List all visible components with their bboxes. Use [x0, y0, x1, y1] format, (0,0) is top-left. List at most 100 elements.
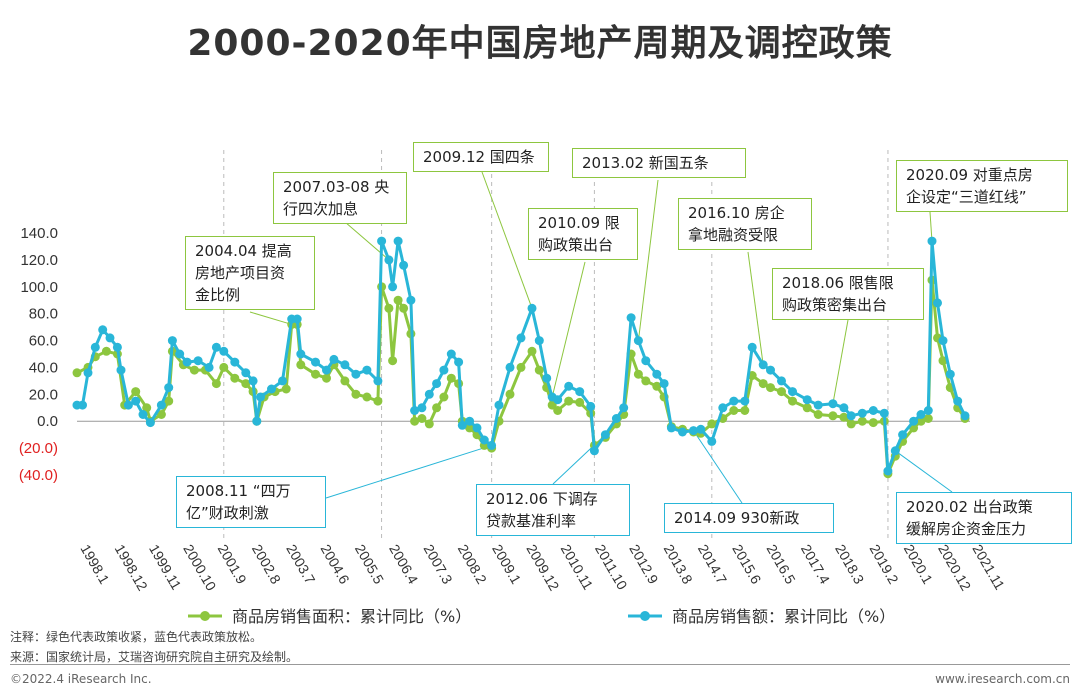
data-point [432, 403, 442, 413]
data-point [883, 466, 893, 476]
callout-leader [929, 211, 933, 242]
data-point [322, 373, 331, 383]
data-point [802, 403, 812, 413]
legend-item-amount: 商品房销售额：累计同比（%） [628, 607, 895, 626]
data-point [868, 406, 878, 415]
data-point [846, 419, 856, 429]
data-point [729, 396, 739, 406]
y-tick-label: 60.0 [29, 333, 58, 350]
x-tick-label: 2019.2 [866, 542, 901, 587]
data-point [839, 403, 849, 413]
data-point [281, 384, 291, 394]
data-point [960, 411, 970, 421]
data-point [138, 410, 148, 419]
y-tick-label: 20.0 [29, 386, 58, 403]
data-point [740, 406, 750, 415]
data-point [156, 400, 166, 410]
y-tick-label: 40.0 [29, 359, 58, 376]
callout-2014-930-policy: 2014.09 930新政 [664, 503, 834, 533]
data-point [652, 381, 662, 391]
data-point [465, 423, 475, 433]
x-tick-label: 2003.7 [283, 542, 318, 587]
data-point [777, 376, 786, 386]
callout-2020-relief: 2020.02 出台政策 缓解房企资金压力 [896, 492, 1072, 544]
data-point [399, 303, 409, 313]
data-point [164, 396, 174, 406]
x-tick-label: 2009.12 [523, 542, 562, 594]
data-point [278, 376, 287, 386]
y-tick-label: (20.0) [19, 440, 58, 457]
data-point [424, 419, 434, 429]
data-point [487, 440, 497, 450]
x-tick-label: 1998.12 [112, 542, 151, 594]
data-point [406, 295, 416, 305]
data-point [439, 365, 449, 375]
data-point [553, 406, 563, 415]
data-point [393, 295, 403, 305]
data-point [564, 381, 574, 391]
x-tick-label: 2005.5 [352, 542, 387, 587]
x-tick-label: 2010.11 [558, 542, 597, 593]
data-point [857, 408, 867, 418]
data-point [454, 357, 464, 367]
data-point [666, 423, 676, 433]
data-point [534, 365, 544, 375]
x-tick-label: 2006.4 [386, 542, 421, 587]
data-point [204, 362, 214, 372]
data-point [98, 325, 108, 335]
data-point [923, 414, 933, 423]
data-point [777, 387, 786, 397]
data-point [758, 379, 768, 389]
data-point [311, 369, 320, 379]
legend-marker [200, 611, 210, 621]
callout-leader [637, 179, 659, 341]
data-point [933, 298, 942, 308]
data-point [145, 418, 155, 428]
data-point [241, 368, 251, 378]
data-point [788, 387, 797, 397]
callout-leader [894, 450, 953, 493]
x-tick-label: 2016.5 [764, 542, 799, 587]
data-point [868, 418, 878, 428]
data-point [292, 314, 302, 324]
data-point [384, 303, 394, 313]
data-point [600, 430, 610, 440]
data-point [105, 333, 115, 343]
x-tick-label: 2008.2 [455, 542, 490, 587]
data-point [575, 387, 585, 397]
data-point [553, 395, 563, 405]
data-point [505, 389, 515, 399]
x-tick-label: 2012.9 [626, 542, 661, 587]
data-point [373, 396, 383, 406]
data-point [362, 365, 372, 375]
data-point [633, 369, 643, 379]
data-point [659, 379, 669, 389]
data-point [193, 356, 203, 366]
data-point [707, 419, 717, 429]
data-point [83, 368, 93, 378]
data-point [211, 342, 221, 352]
data-point [351, 369, 361, 379]
data-point [813, 410, 823, 419]
x-tick-label: 2004.6 [318, 542, 353, 587]
chart-legend: 商品房销售面积：累计同比（%） 商品房销售额：累计同比（%） [188, 607, 895, 626]
data-point [611, 414, 621, 423]
data-point [953, 396, 963, 406]
data-point [189, 365, 199, 375]
data-point [424, 389, 434, 399]
data-point [248, 376, 258, 386]
x-tick-label: 2020.1 [901, 542, 936, 587]
data-point [718, 403, 728, 413]
data-point [766, 365, 775, 375]
y-tick-label: 0.0 [37, 413, 58, 430]
data-point [142, 403, 152, 413]
data-point [802, 395, 812, 405]
data-point [619, 403, 629, 413]
x-tick-label: 2000.10 [180, 542, 219, 594]
data-point [241, 379, 251, 389]
x-tick-label: 2020.12 [935, 542, 974, 594]
y-tick-label: 120.0 [20, 252, 58, 269]
data-point [678, 427, 687, 437]
